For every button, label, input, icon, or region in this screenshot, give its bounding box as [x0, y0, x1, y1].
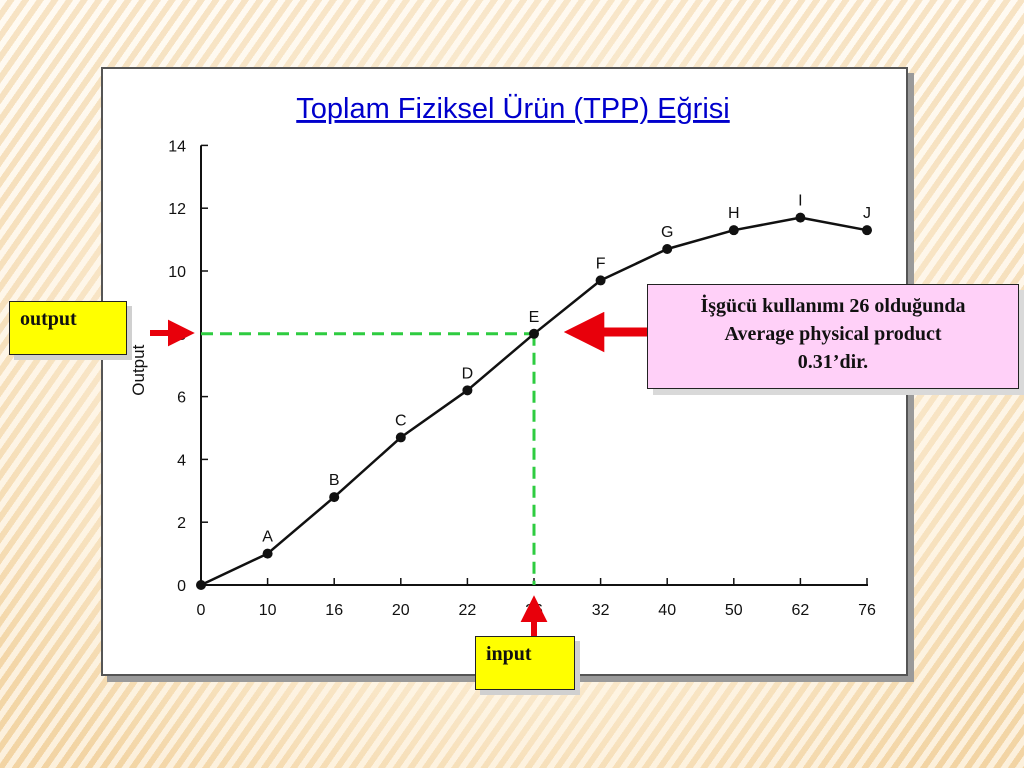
point-label: D [462, 365, 474, 382]
x-tick-label: 20 [392, 602, 410, 619]
point-label: H [728, 205, 740, 222]
average-product-note: İşgücü kullanımı 26 olduğunda Average ph… [647, 284, 1019, 389]
data-point [462, 385, 473, 396]
x-tick-label: 16 [325, 602, 343, 619]
y-tick-label: 4 [177, 452, 186, 469]
data-point [262, 548, 273, 559]
x-tick-label: 10 [259, 602, 277, 619]
x-tick-label: 62 [792, 602, 810, 619]
y-tick-label: 2 [177, 515, 186, 532]
note-line-1: İşgücü kullanımı 26 olduğunda [700, 295, 966, 317]
data-point [329, 492, 340, 503]
input-callout: input [475, 636, 575, 690]
point-label: A [262, 529, 273, 546]
y-tick-label: 6 [177, 390, 186, 407]
data-point [529, 328, 539, 339]
output-callout-label: output [20, 308, 77, 330]
data-point [862, 225, 872, 236]
output-callout: output [9, 301, 127, 355]
point-label: E [529, 309, 540, 326]
y-tick-label: 12 [168, 201, 186, 218]
point-label: I [798, 193, 802, 210]
x-tick-label: 22 [459, 602, 477, 619]
y-tick-label: 10 [168, 264, 186, 281]
x-tick-label: 40 [658, 602, 676, 619]
point-label: G [661, 224, 673, 241]
data-point [728, 225, 739, 236]
data-point [795, 212, 806, 223]
y-axis-label: Output [129, 344, 148, 395]
x-tick-label: 32 [592, 602, 610, 619]
chart-title: Toplam Fiziksel Ürün (TPP) Eğrisi [296, 93, 729, 125]
point-label: C [395, 412, 407, 429]
point-label: F [596, 255, 606, 272]
data-point [395, 432, 406, 443]
data-point [662, 244, 673, 255]
note-line-3: 0.31’dir. [797, 351, 869, 373]
point-label: J [863, 205, 871, 222]
data-point [595, 275, 606, 286]
x-tick-label: 50 [725, 602, 743, 619]
note-line-2: Average physical product [724, 323, 942, 345]
x-tick-label: 76 [858, 602, 876, 619]
point-label: B [329, 472, 340, 489]
data-point [196, 580, 206, 590]
y-tick-label: 14 [168, 138, 186, 155]
y-tick-label: 0 [177, 578, 186, 595]
x-tick-label: 0 [197, 602, 206, 619]
input-callout-label: input [486, 643, 532, 665]
